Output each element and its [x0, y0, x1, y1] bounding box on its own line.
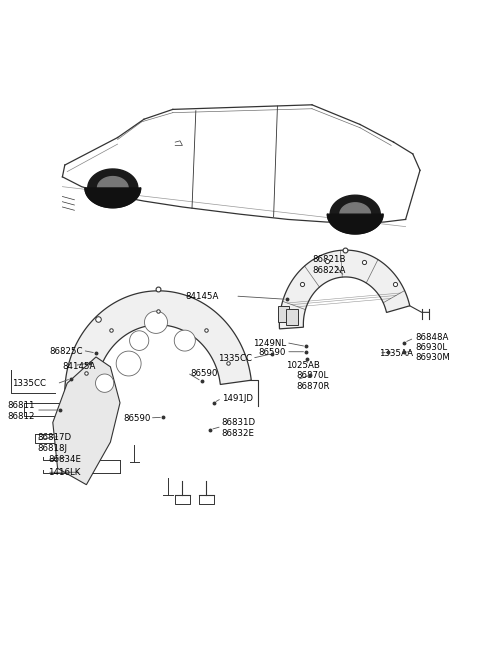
Text: 86930L
86930M: 86930L 86930M	[415, 343, 450, 362]
Polygon shape	[174, 330, 195, 351]
Text: 86817D
86818J: 86817D 86818J	[37, 433, 72, 453]
Text: 86870L
86870R: 86870L 86870R	[297, 371, 330, 391]
Text: 1335CC: 1335CC	[12, 379, 46, 388]
Text: 1025AB: 1025AB	[286, 361, 320, 370]
Polygon shape	[327, 214, 383, 234]
Text: 86590: 86590	[190, 369, 218, 378]
Text: 86831D
86832E: 86831D 86832E	[222, 419, 256, 438]
Polygon shape	[340, 203, 371, 225]
Text: 86811
86812: 86811 86812	[8, 402, 35, 421]
Text: 1416LK: 1416LK	[48, 468, 80, 477]
Polygon shape	[286, 309, 298, 326]
Polygon shape	[144, 311, 168, 333]
Polygon shape	[85, 188, 141, 208]
Polygon shape	[88, 169, 138, 207]
Polygon shape	[96, 374, 114, 392]
Text: 86848A: 86848A	[415, 333, 449, 343]
Text: 86590: 86590	[124, 414, 151, 423]
Polygon shape	[330, 195, 380, 233]
Text: 1335CC: 1335CC	[218, 354, 252, 364]
Text: 86834E: 86834E	[48, 455, 81, 464]
Text: 84145A: 84145A	[185, 291, 218, 301]
Text: 86821B
86822A: 86821B 86822A	[312, 255, 346, 275]
Polygon shape	[277, 306, 288, 322]
Text: 1335AA: 1335AA	[379, 349, 413, 358]
Polygon shape	[116, 351, 141, 376]
Text: 1249NL: 1249NL	[253, 339, 286, 348]
Polygon shape	[130, 331, 149, 350]
Text: 84145A: 84145A	[62, 362, 96, 371]
Polygon shape	[279, 250, 410, 329]
Text: 86590: 86590	[259, 348, 286, 357]
Text: 1491JD: 1491JD	[222, 394, 253, 403]
Polygon shape	[97, 177, 128, 199]
Polygon shape	[65, 291, 251, 412]
Text: 86825C: 86825C	[49, 346, 83, 356]
Polygon shape	[53, 357, 120, 485]
